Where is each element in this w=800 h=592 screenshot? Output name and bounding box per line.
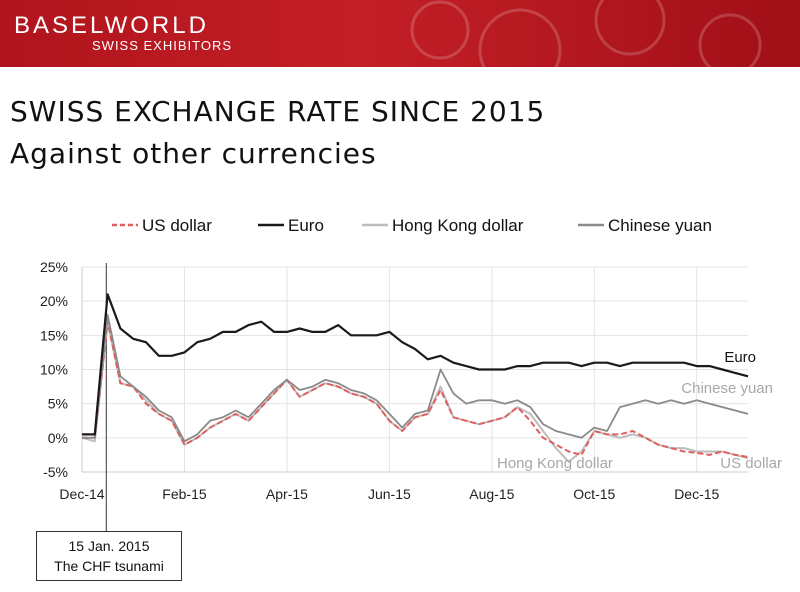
y-tick-label: 25% (40, 259, 68, 275)
y-tick-label: 5% (48, 396, 68, 412)
y-tick-label: 20% (40, 293, 68, 309)
slide-title: SWISS EXCHANGE RATE SINCE 2015 (10, 95, 546, 128)
x-tick-label: Apr-15 (266, 486, 308, 502)
x-tick-label: Feb-15 (162, 486, 207, 502)
legend-label-us-dollar: US dollar (142, 216, 212, 235)
brand-logo-text: BASELWORLD (14, 12, 209, 39)
end-label-euro: Euro (724, 349, 756, 366)
series-line-us-dollar (82, 320, 749, 458)
header-banner: BASELWORLD SWISS EXHIBITORS (0, 0, 800, 67)
event-callout-date: 15 Jan. 2015 (68, 538, 150, 554)
y-tick-label: 0% (48, 430, 68, 446)
end-label-hong-kong-dollar: Hong Kong dollar (497, 455, 613, 472)
legend-label-hong-kong-dollar: Hong Kong dollar (392, 216, 524, 235)
banner-pattern (410, 0, 762, 67)
brand-subtitle: SWISS EXHIBITORS (92, 38, 233, 53)
x-tick-label: Aug-15 (469, 486, 514, 502)
series-line-chinese-yuan (82, 313, 749, 443)
legend-label-chinese-yuan: Chinese yuan (608, 216, 712, 235)
event-callout-label: The CHF tsunami (54, 558, 164, 574)
series-line-euro (82, 293, 749, 436)
x-tick-label: Oct-15 (573, 486, 615, 502)
x-tick-label: Dec-15 (674, 486, 719, 502)
y-tick-label: 15% (40, 327, 68, 343)
legend-label-euro: Euro (288, 216, 324, 235)
slide-subtitle: Against other currencies (10, 137, 377, 170)
event-callout: 15 Jan. 2015 The CHF tsunami (36, 531, 182, 581)
x-tick-label: Jun-15 (368, 486, 411, 502)
end-label-us-dollar: US dollar (720, 455, 782, 472)
end-label-chinese-yuan: Chinese yuan (681, 380, 773, 397)
y-tick-label: -5% (43, 464, 68, 480)
x-tick-label: Dec-14 (59, 486, 104, 502)
y-tick-label: 10% (40, 362, 68, 378)
